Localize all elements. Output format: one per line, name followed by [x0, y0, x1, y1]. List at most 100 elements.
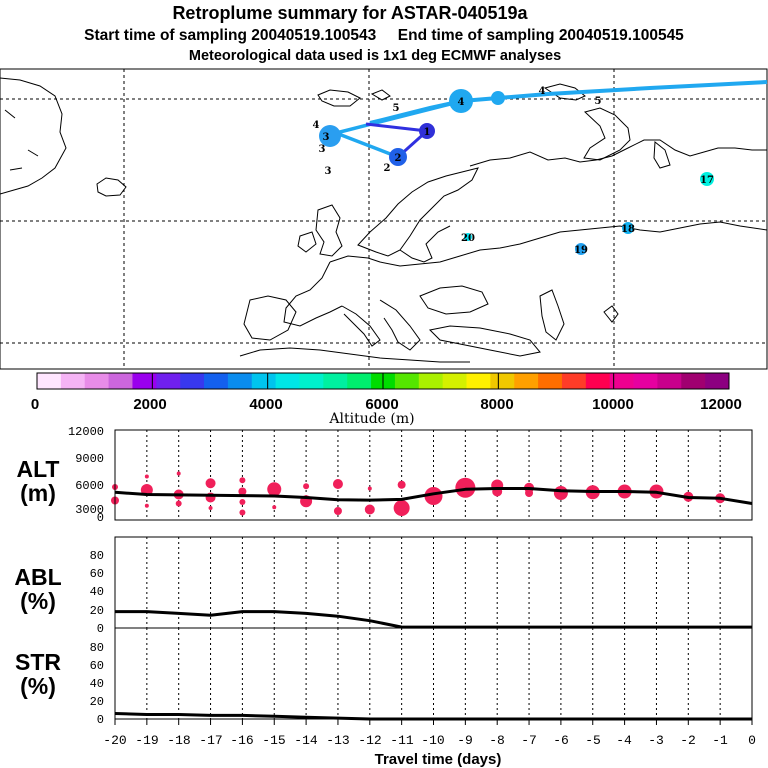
alt-cluster-bubble [364, 504, 375, 515]
panel-alt-label: ALT [16, 456, 59, 482]
alt-cluster-bubble [267, 482, 282, 497]
map-label: 4 [313, 120, 320, 131]
colorbar-swatch [108, 373, 133, 389]
panel-abl-label: ABL [14, 564, 61, 590]
alt-cluster-bubble [208, 506, 213, 510]
colorbar-swatch [633, 373, 658, 389]
x-tick: -9 [457, 733, 473, 748]
colorbar-swatch [681, 373, 706, 389]
map-label: 3 [325, 166, 332, 177]
x-tick-labels: -20 -19 -18 -17 -16 -15 -14 -13 -12 -11 … [103, 733, 756, 748]
map-label: 19 [574, 245, 588, 256]
str-panel-frame [114, 627, 753, 720]
x-tick: -15 [262, 733, 285, 748]
panel-alt-unit: (m) [20, 480, 56, 506]
alt-cluster-bubble [397, 480, 406, 489]
colorbar-swatch [132, 373, 157, 389]
str-ytick: 80 [90, 641, 104, 655]
alt-ytick: 9000 [75, 452, 104, 466]
alt-cluster-bubble [455, 477, 476, 498]
colorbar-tick: 12000 [700, 396, 742, 413]
abl-ytick: 80 [90, 549, 104, 563]
alt-cluster-bubble [205, 478, 216, 489]
abl-ytick: 40 [90, 585, 104, 599]
colorbar-swatch [705, 373, 730, 389]
colorbar-swatch [251, 373, 277, 389]
x-tick: -10 [421, 733, 444, 748]
colorbar-swatch [466, 373, 491, 389]
colorbar-tick: 0 [31, 396, 39, 413]
colorbar-swatch [561, 373, 587, 389]
x-tick: -6 [553, 733, 569, 748]
x-tick: -7 [521, 733, 537, 748]
map-label: 3 [323, 132, 330, 143]
colorbar-swatch [180, 373, 205, 389]
colorbar-swatch [394, 373, 420, 389]
colorbar-swatch [275, 373, 300, 389]
x-tick: -3 [648, 733, 664, 748]
day-17-circle [700, 172, 714, 186]
sampling-times: Start time of sampling 20040519.100543 E… [84, 27, 684, 44]
trajectory-circles [319, 89, 714, 255]
alt-cluster-bubble [332, 479, 343, 489]
x-tick: 0 [748, 733, 756, 748]
map-label: 2 [395, 153, 402, 164]
x-tick: -11 [390, 733, 414, 748]
map-label: 20 [461, 233, 475, 244]
alt-ytick: 12000 [68, 425, 104, 439]
x-tick: -8 [489, 733, 505, 748]
x-tick: -1 [712, 733, 728, 748]
day-4-circle [449, 89, 473, 113]
colorbar-swatch [442, 373, 467, 389]
map-graticule [0, 69, 767, 369]
colorbar-swatch [490, 373, 515, 389]
altitude-colorbar [36, 372, 730, 390]
map-label: 4 [539, 86, 546, 97]
map-label: 5 [393, 103, 400, 114]
alt-cluster-bubble [238, 487, 247, 496]
colorbar-swatch [299, 373, 324, 389]
str-ytick: 20 [90, 695, 104, 709]
x-axis-label: Travel time (days) [375, 751, 502, 768]
alt-cluster-bubble [367, 486, 372, 491]
x-tick: -4 [616, 733, 632, 748]
panel-str-label: STR [15, 649, 61, 675]
colorbar-swatch [323, 373, 348, 389]
alt-y-tick-labels: 0 3000 6000 9000 12000 [68, 425, 104, 525]
meteo-data-note: Meteorological data used is 1x1 deg ECMW… [189, 48, 561, 64]
str-ytick: 40 [90, 677, 104, 691]
x-tick: -2 [680, 733, 696, 748]
alt-cluster-bubble [553, 486, 568, 500]
panel-frames [114, 429, 753, 720]
colorbar-swatch [204, 373, 229, 389]
alt-cluster-bubble [239, 509, 246, 516]
colorbar-swatch [538, 373, 563, 389]
x-tick: -13 [326, 733, 349, 748]
x-tick: -20 [103, 733, 126, 748]
x-tick: -17 [199, 733, 222, 748]
x-tick: -16 [230, 733, 253, 748]
alt-cluster-bubble [333, 507, 342, 515]
str-ytick: 0 [97, 713, 104, 727]
x-tick: -5 [585, 733, 601, 748]
alt-cluster-bubble [239, 499, 246, 505]
figure-title: Retroplume summary for ASTAR-040519a [172, 3, 528, 23]
colorbar-swatch [347, 373, 372, 389]
panel-abl-unit: (%) [20, 588, 56, 614]
colorbar-tick-labels: 0 2000 4000 6000 8000 10000 12000 [31, 396, 742, 413]
map-label: 5 [595, 96, 602, 107]
alt-cluster-bubble [525, 489, 534, 497]
day-1-circle [419, 123, 435, 139]
x-tick: -12 [358, 733, 381, 748]
alt-ytick: 6000 [75, 479, 104, 493]
abl-y-tick-labels: 0 20 40 60 80 [90, 549, 104, 636]
alt-panel-frame [114, 429, 753, 521]
series-line-alt [114, 487, 753, 505]
x-tick: -14 [294, 733, 318, 748]
colorbar-tick: 6000 [365, 396, 398, 413]
alt-ytick: 3000 [75, 503, 104, 517]
time-gridlines [114, 430, 753, 725]
colorbar-swatch [657, 373, 682, 389]
colorbar-swatch [156, 373, 181, 389]
